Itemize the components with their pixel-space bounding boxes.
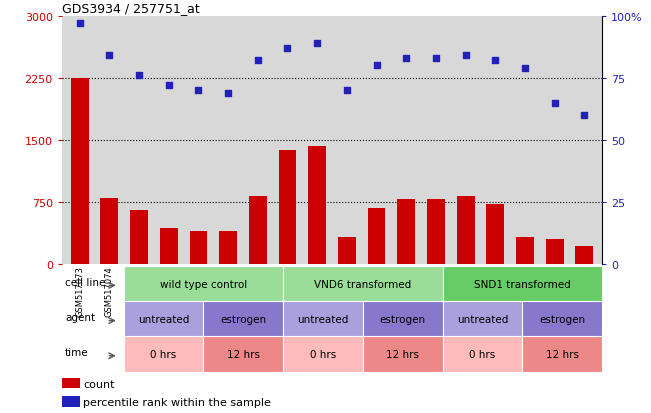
Bar bbox=[283, 266, 443, 301]
Bar bbox=[522, 301, 602, 337]
Bar bbox=[457, 197, 475, 264]
Bar bbox=[575, 246, 593, 264]
Text: GDS3934 / 257751_at: GDS3934 / 257751_at bbox=[62, 2, 200, 15]
Point bbox=[193, 88, 204, 94]
Text: wild type control: wild type control bbox=[159, 279, 247, 289]
Bar bbox=[363, 301, 443, 337]
Text: SND1 transformed: SND1 transformed bbox=[474, 279, 571, 289]
Bar bbox=[279, 150, 296, 264]
Point bbox=[312, 40, 322, 47]
Text: estrogen: estrogen bbox=[539, 314, 585, 324]
Bar bbox=[397, 200, 415, 264]
Bar bbox=[62, 396, 81, 407]
Bar bbox=[443, 301, 522, 337]
Point bbox=[74, 21, 85, 27]
Bar bbox=[516, 238, 534, 264]
Bar bbox=[203, 337, 283, 372]
Bar bbox=[486, 205, 505, 264]
Text: VND6 transformed: VND6 transformed bbox=[314, 279, 411, 289]
Point bbox=[342, 88, 352, 94]
Point bbox=[223, 90, 233, 97]
Text: estrogen: estrogen bbox=[220, 314, 266, 324]
Text: time: time bbox=[65, 347, 89, 357]
Text: untreated: untreated bbox=[457, 314, 508, 324]
Text: estrogen: estrogen bbox=[380, 314, 426, 324]
Bar bbox=[71, 78, 89, 264]
Text: agent: agent bbox=[65, 312, 95, 322]
Bar bbox=[124, 266, 283, 301]
Point bbox=[253, 58, 263, 64]
Text: 12 hrs: 12 hrs bbox=[386, 349, 419, 359]
Text: count: count bbox=[83, 379, 115, 389]
Bar bbox=[283, 337, 363, 372]
Point bbox=[431, 55, 441, 62]
Text: 0 hrs: 0 hrs bbox=[310, 349, 336, 359]
Point bbox=[549, 100, 560, 107]
Point bbox=[104, 53, 115, 59]
Bar bbox=[443, 337, 522, 372]
Text: 0 hrs: 0 hrs bbox=[469, 349, 495, 359]
Bar bbox=[283, 301, 363, 337]
Bar bbox=[219, 231, 237, 264]
Bar bbox=[130, 211, 148, 264]
Bar bbox=[124, 337, 203, 372]
Bar bbox=[249, 197, 267, 264]
Bar bbox=[309, 147, 326, 264]
Point bbox=[371, 63, 381, 69]
Point bbox=[519, 65, 530, 72]
Text: percentile rank within the sample: percentile rank within the sample bbox=[83, 397, 271, 407]
Text: untreated: untreated bbox=[138, 314, 189, 324]
Text: 12 hrs: 12 hrs bbox=[546, 349, 579, 359]
Bar bbox=[100, 198, 118, 264]
Bar bbox=[427, 200, 445, 264]
Bar bbox=[363, 337, 443, 372]
Text: 0 hrs: 0 hrs bbox=[150, 349, 176, 359]
Point bbox=[163, 83, 174, 89]
Bar bbox=[62, 377, 81, 388]
Point bbox=[401, 55, 411, 62]
Text: untreated: untreated bbox=[298, 314, 349, 324]
Bar bbox=[338, 238, 355, 264]
Bar bbox=[522, 337, 602, 372]
Point bbox=[283, 45, 293, 52]
Text: cell line: cell line bbox=[65, 277, 105, 287]
Bar bbox=[124, 301, 203, 337]
Bar bbox=[443, 266, 602, 301]
Point bbox=[490, 58, 501, 64]
Bar bbox=[368, 208, 385, 264]
Point bbox=[460, 53, 471, 59]
Point bbox=[579, 112, 590, 119]
Bar bbox=[159, 229, 178, 264]
Bar bbox=[546, 240, 564, 264]
Bar bbox=[203, 301, 283, 337]
Bar bbox=[189, 231, 207, 264]
Text: 12 hrs: 12 hrs bbox=[227, 349, 260, 359]
Point bbox=[134, 73, 145, 79]
